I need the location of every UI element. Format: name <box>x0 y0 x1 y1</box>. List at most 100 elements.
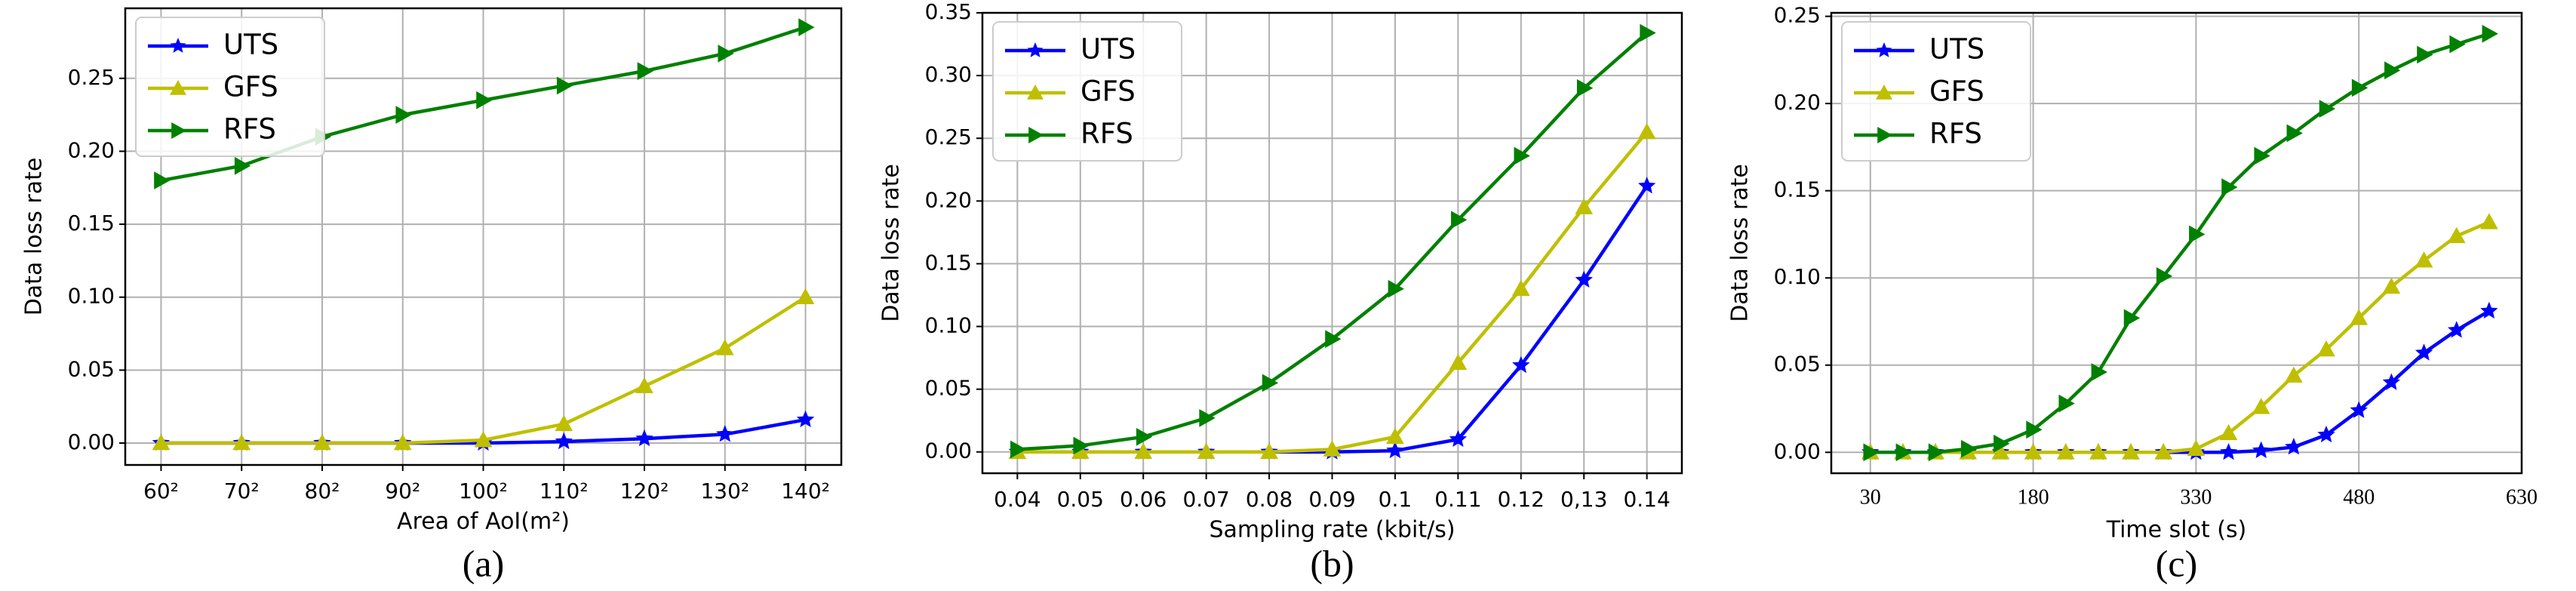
marker <box>1514 146 1530 165</box>
legend-label: RFS <box>1929 118 1982 150</box>
marker <box>716 425 734 442</box>
marker <box>2449 35 2466 54</box>
marker <box>2187 439 2206 456</box>
marker <box>2382 373 2401 390</box>
marker <box>1325 330 1342 349</box>
marker <box>1388 279 1404 298</box>
marker <box>2479 213 2498 229</box>
legend-marker <box>1027 85 1044 100</box>
y-tick-label: 0.10 <box>925 313 972 338</box>
legend-box <box>992 21 1182 162</box>
y-tick-label: 0.25 <box>68 65 115 90</box>
marker <box>2286 124 2303 143</box>
marker <box>637 62 654 80</box>
marker <box>2219 443 2238 460</box>
marker <box>2058 394 2075 413</box>
plot-frame <box>124 7 843 466</box>
y-tick-label: 0.25 <box>1774 3 1821 28</box>
legend-marker <box>171 122 186 139</box>
legend-marker <box>1028 127 1044 143</box>
marker <box>718 45 734 63</box>
marker <box>1449 429 1468 448</box>
x-tick-label: 0.08 <box>1246 487 1293 512</box>
marker <box>1197 442 1216 460</box>
legend-label: UTS <box>1929 33 1984 66</box>
y-tick-label: 0.10 <box>68 284 115 309</box>
y-tick-label: 0.10 <box>1774 264 1821 289</box>
marker <box>154 171 171 189</box>
marker <box>1073 436 1090 455</box>
y-tick-label: 0.05 <box>925 376 972 401</box>
marker <box>2384 61 2401 80</box>
legend-marker <box>170 38 186 53</box>
y-axis-label: Data loss rate <box>1727 164 1754 322</box>
x-tick-label: 630 <box>2506 485 2538 509</box>
x-axis-label: Area of AoI(m²) <box>397 509 570 535</box>
legend-label: UTS <box>1081 33 1136 66</box>
y-tick-label: 0.25 <box>925 125 972 149</box>
legend-marker <box>1876 85 1892 100</box>
marker <box>2417 45 2433 64</box>
marker <box>796 410 815 428</box>
x-tick-label: 140² <box>781 479 830 503</box>
x-tick-label: 90² <box>385 479 420 503</box>
marker <box>1991 443 2010 460</box>
marker <box>2056 443 2075 460</box>
x-tick-label: 0.04 <box>994 487 1041 512</box>
x-tick-label: 130² <box>700 479 749 503</box>
marker <box>2221 178 2238 196</box>
marker <box>2447 321 2466 338</box>
x-tick-label: 180 <box>2018 485 2049 509</box>
y-tick-label: 0.20 <box>1774 90 1821 115</box>
y-tick-label: 0.20 <box>925 187 972 212</box>
plot-frame <box>981 11 1683 475</box>
y-tick-label: 0.00 <box>1774 439 1821 463</box>
y-tick-label: 0.00 <box>925 439 972 463</box>
x-tick-label: 100² <box>459 479 508 503</box>
marker <box>1640 23 1656 42</box>
marker <box>555 432 573 450</box>
marker <box>313 433 331 451</box>
y-tick-label: 0.15 <box>68 211 115 235</box>
marker <box>635 429 653 447</box>
marker <box>395 106 412 124</box>
marker <box>556 76 573 95</box>
marker <box>1260 442 1278 460</box>
marker <box>2026 420 2043 439</box>
marker <box>2089 443 2107 460</box>
marker <box>2319 100 2336 118</box>
legend-label: RFS <box>223 113 276 146</box>
marker <box>1386 427 1404 445</box>
marker <box>2091 363 2107 381</box>
x-tick-label: 0.14 <box>1623 487 1670 512</box>
marker <box>2156 267 2173 285</box>
legend-label: RFS <box>1081 118 1133 150</box>
x-tick-label: 0.12 <box>1498 487 1545 512</box>
y-tick-label: 0.05 <box>68 356 115 381</box>
legend-marker <box>170 80 186 95</box>
marker <box>2350 401 2368 418</box>
y-axis-label: Data loss rate <box>878 164 905 322</box>
y-tick-label: 0.00 <box>68 429 115 454</box>
y-axis-label: Data loss rate <box>21 158 48 316</box>
marker <box>2350 309 2369 325</box>
marker <box>1262 374 1279 392</box>
marker <box>1928 443 1945 462</box>
x-tick-label: 0.11 <box>1434 487 1481 512</box>
plot-frame <box>1830 11 2523 475</box>
x-tick-label: 0.09 <box>1308 487 1355 512</box>
x-tick-label: 0.06 <box>1120 487 1167 512</box>
x-tick-label: 70² <box>224 479 260 503</box>
marker <box>2415 343 2433 361</box>
marker <box>798 18 815 36</box>
marker <box>635 377 653 393</box>
x-tick-label: 60² <box>143 479 179 503</box>
marker <box>1576 78 1594 97</box>
y-tick-label: 0.30 <box>925 62 972 87</box>
marker <box>796 288 815 305</box>
marker <box>2285 366 2303 383</box>
legend-label: GFS <box>223 71 278 103</box>
marker <box>1637 177 1656 194</box>
x-tick-label: 0.1 <box>1379 487 1412 512</box>
